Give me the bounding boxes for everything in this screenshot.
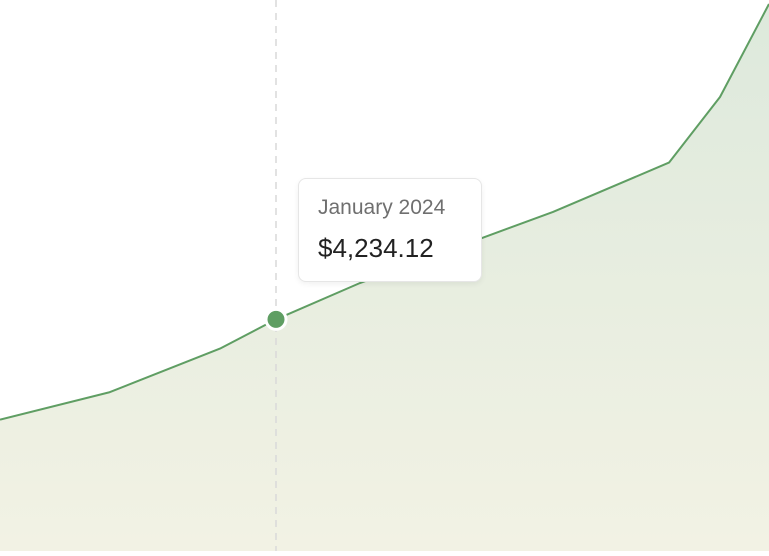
tooltip-date: January 2024 <box>318 196 446 219</box>
series-line <box>0 3 769 421</box>
tooltip-value: $4,234.12 <box>318 233 434 263</box>
tooltip: January 2024 $4,234.12 <box>298 178 482 282</box>
active-data-point[interactable] <box>264 307 288 331</box>
